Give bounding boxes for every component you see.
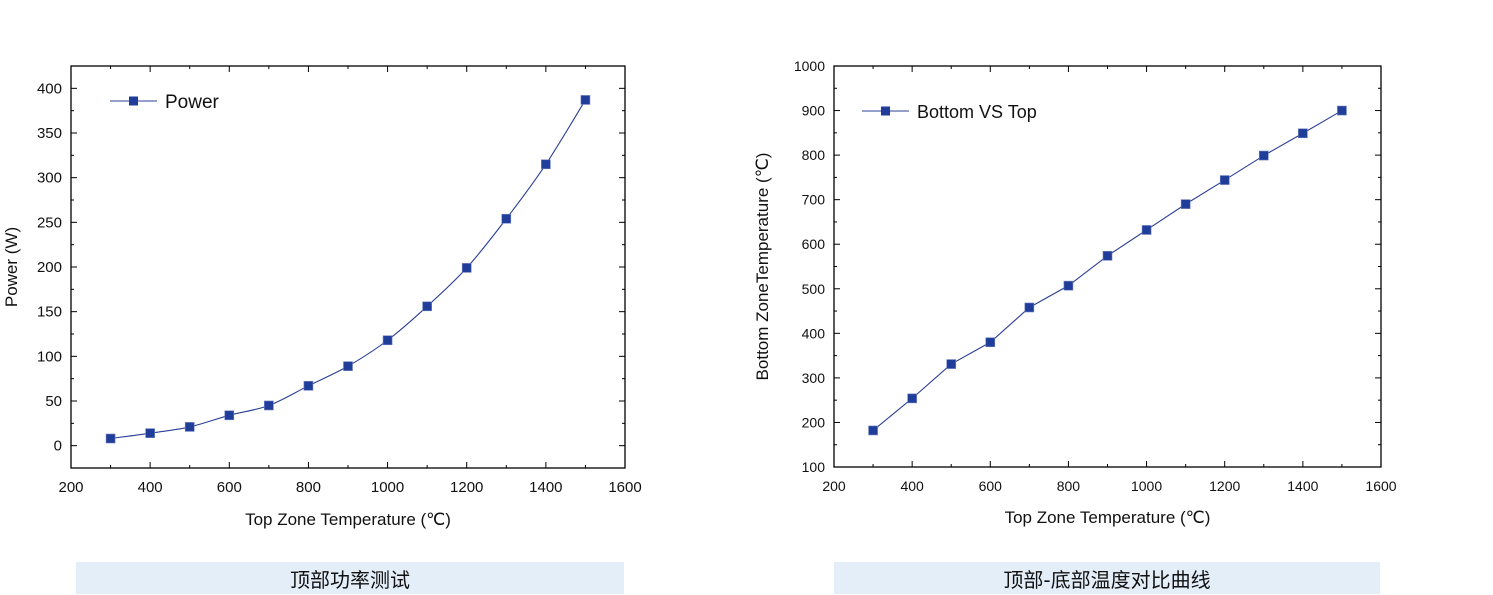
data-point xyxy=(1024,302,1035,313)
x-tick-label: 800 xyxy=(1057,478,1081,494)
data-point xyxy=(868,425,878,436)
series-line xyxy=(872,110,1343,431)
data-point xyxy=(907,393,917,404)
x-tick-label: 600 xyxy=(217,479,242,496)
data-point xyxy=(343,361,353,371)
y-tick-label: 200 xyxy=(37,259,62,276)
series-line xyxy=(110,99,586,440)
legend-marker xyxy=(129,96,138,106)
legend-marker xyxy=(881,106,890,116)
y-tick-label: 1000 xyxy=(794,58,825,74)
y-tick-label: 0 xyxy=(54,438,62,455)
y-tick-label: 150 xyxy=(37,304,62,321)
data-point xyxy=(985,337,996,348)
x-tick-label: 600 xyxy=(979,478,1003,494)
data-point xyxy=(1102,251,1113,261)
x-tick-label: 200 xyxy=(58,479,83,496)
plot-frame xyxy=(70,65,626,469)
caption-right: 顶部-底部温度对比曲线 xyxy=(834,562,1380,594)
y-tick-label: 800 xyxy=(802,147,826,163)
y-tick-label: 400 xyxy=(802,325,826,341)
x-tick-label: 800 xyxy=(296,479,321,496)
x-tick-label: 400 xyxy=(138,479,163,496)
y-tick-label: 500 xyxy=(802,281,826,297)
x-tick-label: 1600 xyxy=(608,479,641,496)
y-tick-label: 250 xyxy=(37,214,62,231)
y-tick-label: 200 xyxy=(802,414,826,430)
data-point xyxy=(541,159,551,170)
y-tick-label: 50 xyxy=(45,393,62,410)
data-point xyxy=(1337,105,1347,116)
data-point xyxy=(422,301,432,312)
data-point xyxy=(382,335,393,346)
x-tick-label: 1200 xyxy=(450,479,483,496)
data-point xyxy=(105,433,116,444)
y-axis-label: Bottom ZoneTemperature (℃) xyxy=(753,153,772,381)
x-tick-label: 200 xyxy=(822,478,846,494)
data-point xyxy=(1141,225,1152,235)
x-tick-label: 1400 xyxy=(529,479,562,496)
y-tick-label: 400 xyxy=(37,80,62,97)
data-point xyxy=(224,410,235,421)
y-tick-label: 300 xyxy=(802,370,826,386)
data-point xyxy=(1219,175,1230,185)
data-point xyxy=(461,263,472,273)
y-tick-label: 100 xyxy=(37,348,62,365)
legend-label: Power xyxy=(165,92,220,113)
data-point xyxy=(264,400,274,411)
data-point xyxy=(303,381,314,391)
data-point xyxy=(1258,150,1269,161)
y-tick-label: 100 xyxy=(802,459,826,475)
data-point xyxy=(1063,280,1074,291)
y-tick-label: 900 xyxy=(802,103,826,119)
y-tick-label: 350 xyxy=(37,125,62,142)
y-tick-label: 600 xyxy=(802,236,826,252)
y-tick-label: 700 xyxy=(802,192,826,208)
x-tick-label: 1000 xyxy=(1131,478,1162,494)
x-tick-label: 1400 xyxy=(1287,478,1318,494)
x-tick-label: 1000 xyxy=(371,479,404,496)
chart-1: 200 400 600 800 1000 1200 1400 1600 0 50 100 150 200… xyxy=(2,65,642,529)
caption-left: 顶部功率测试 xyxy=(76,562,624,594)
chart-2: 200 400 600 800 1000 1200 1400 1600 100 200 300 400… xyxy=(753,58,1397,527)
data-point xyxy=(145,428,155,438)
data-point xyxy=(946,359,957,369)
x-tick-label: 1200 xyxy=(1209,478,1240,494)
data-point xyxy=(501,213,512,224)
x-tick-label: 1600 xyxy=(1365,478,1396,494)
data-point xyxy=(580,95,591,105)
data-point xyxy=(184,422,195,432)
legend-label: Bottom VS Top xyxy=(917,102,1037,122)
x-axis-label: Top Zone Temperature (℃) xyxy=(245,510,451,529)
x-axis-label: Top Zone Temperature (℃) xyxy=(1005,508,1211,527)
plot-frame xyxy=(833,65,1382,468)
y-tick-label: 300 xyxy=(37,170,62,187)
x-tick-label: 400 xyxy=(900,478,924,494)
data-point xyxy=(1298,128,1308,139)
y-axis-label: Power (W) xyxy=(2,227,21,307)
data-point xyxy=(1180,199,1191,209)
